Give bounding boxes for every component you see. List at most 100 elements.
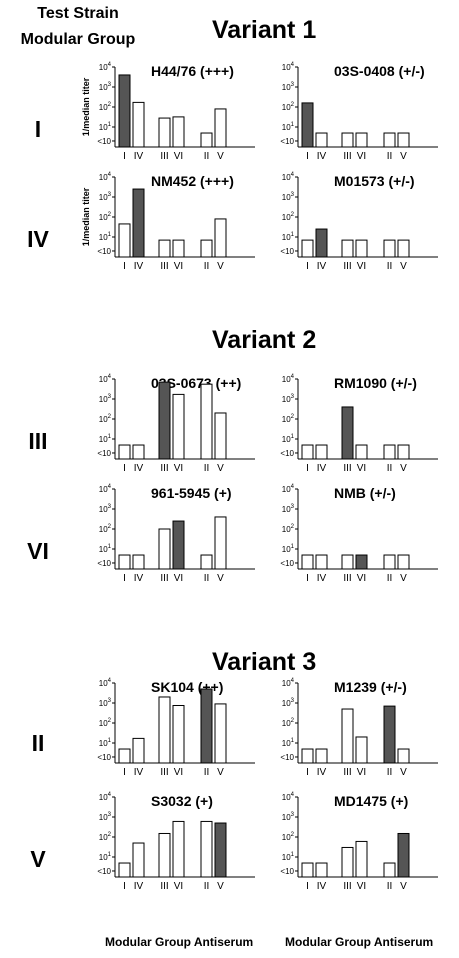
chart-title-8: SK104 (++): [151, 679, 223, 695]
bar-9-V: [397, 748, 410, 764]
y-tick-label-4-3: 101: [99, 434, 112, 444]
bar-4-V: [214, 412, 227, 460]
bar-3-III: [341, 239, 354, 258]
x-tick-label-5-III: III: [343, 463, 351, 474]
y-tick-label-6-3: 101: [99, 544, 112, 554]
x-tick-label-3-I: I: [306, 261, 309, 272]
y-tick-label-5-0: 104: [282, 374, 295, 384]
x-tick-label-2-IV: IV: [134, 261, 144, 272]
bar-7-V: [397, 554, 410, 570]
y-tick-label-11-1: 103: [282, 812, 295, 822]
bar-9-II: [383, 705, 396, 764]
x-tick-label-1-I: I: [306, 151, 309, 162]
y-tick-label-11-0: 104: [282, 792, 295, 802]
y-tick-label-4-1: 103: [99, 394, 112, 404]
chart-title-5: RM1090 (+/-): [334, 375, 417, 391]
x-tick-label-6-VI: VI: [174, 573, 183, 584]
y-tick-label-1-3: 101: [282, 122, 295, 132]
bar-11-I: [301, 862, 314, 878]
x-tick-label-10-V: V: [217, 881, 224, 892]
x-axis-title-left: Modular Group Antiserum: [105, 935, 254, 949]
bar-4-VI: [172, 393, 185, 460]
x-tick-label-4-II: II: [204, 463, 210, 474]
chart-title-11: MD1475 (+): [334, 793, 408, 809]
bar-5-VI: [355, 444, 368, 460]
chart-title-9: M1239 (+/-): [334, 679, 407, 695]
x-tick-label-0-VI: VI: [174, 151, 183, 162]
y-tick-label-1-0: 104: [282, 62, 295, 72]
x-tick-label-1-III: III: [343, 151, 351, 162]
x-tick-label-6-V: V: [217, 573, 224, 584]
bar-6-IV: [132, 554, 145, 570]
x-tick-label-4-I: I: [123, 463, 126, 474]
x-tick-label-11-IV: IV: [317, 881, 327, 892]
bar-3-VI: [355, 239, 368, 258]
bar-11-IV: [315, 862, 328, 878]
chart-title-4: 03S-0673 (++): [151, 375, 241, 391]
x-tick-label-9-IV: IV: [317, 767, 327, 778]
bar-0-VI: [172, 116, 185, 148]
bar-1-III: [341, 132, 354, 148]
bar-11-III: [341, 846, 354, 878]
bar-2-II: [200, 239, 213, 258]
y-tick-label-8-0: 104: [99, 678, 112, 688]
bar-10-VI: [172, 820, 185, 878]
y-tick-label-9-3: 101: [282, 738, 295, 748]
bar-10-IV: [132, 842, 145, 878]
bar-4-II: [200, 383, 213, 460]
x-tick-label-1-II: II: [387, 151, 393, 162]
y-tick-label-7-3: 101: [282, 544, 295, 554]
variant-2-title: Variant 2: [212, 326, 317, 354]
chart-title-1: 03S-0408 (+/-): [334, 63, 425, 79]
y-tick-label-7-0: 104: [282, 484, 295, 494]
bar-8-VI: [172, 704, 185, 764]
bar-2-III: [158, 239, 171, 258]
y-tick-label-3-2: 102: [282, 212, 295, 222]
bar-11-V: [397, 832, 410, 878]
x-tick-label-7-VI: VI: [357, 573, 366, 584]
row-label-iii: III: [28, 428, 48, 454]
y-tick-label-10-2: 102: [99, 832, 112, 842]
bar-10-III: [158, 832, 171, 878]
chart-title-2: NM452 (+++): [151, 173, 234, 189]
x-tick-label-4-VI: VI: [174, 463, 183, 474]
y-tick-label-0-2: 102: [99, 102, 112, 112]
bar-6-II: [200, 554, 213, 570]
y-tick-label-3-0: 104: [282, 172, 295, 182]
bar-1-VI: [355, 132, 368, 148]
bar-7-VI: [355, 554, 368, 570]
y-tick-label-0-1: 103: [99, 82, 112, 92]
x-tick-label-10-III: III: [160, 881, 168, 892]
row-label-ii: II: [31, 730, 45, 756]
y-tick-label-8-3: 101: [99, 738, 112, 748]
x-tick-label-8-II: II: [204, 767, 210, 778]
x-tick-label-3-II: II: [387, 261, 393, 272]
y-tick-label-11-3: 101: [282, 852, 295, 862]
y-tick-label-3-4: <10: [280, 247, 294, 256]
row-label-v: V: [30, 846, 46, 872]
y-tick-label-2-4: <10: [97, 247, 111, 256]
bar-8-IV: [132, 737, 145, 764]
bar-6-III: [158, 528, 171, 570]
bar-2-V: [214, 218, 227, 258]
y-tick-label-8-2: 102: [99, 718, 112, 728]
bar-9-IV: [315, 748, 328, 764]
x-tick-label-3-V: V: [400, 261, 407, 272]
x-tick-label-0-IV: IV: [134, 151, 144, 162]
x-tick-label-7-IV: IV: [317, 573, 327, 584]
x-tick-label-10-I: I: [123, 881, 126, 892]
x-tick-label-7-V: V: [400, 573, 407, 584]
x-tick-label-7-II: II: [387, 573, 393, 584]
x-tick-label-0-I: I: [123, 151, 126, 162]
y-tick-label-8-4: <10: [97, 753, 111, 762]
x-tick-label-0-II: II: [204, 151, 210, 162]
x-tick-label-7-III: III: [343, 573, 351, 584]
y-tick-label-10-3: 101: [99, 852, 112, 862]
bar-9-III: [341, 708, 354, 764]
x-tick-label-8-VI: VI: [174, 767, 183, 778]
y-tick-label-3-1: 103: [282, 192, 295, 202]
x-tick-label-5-VI: VI: [357, 463, 366, 474]
y-axis-title-0: 1/median titer: [81, 77, 91, 136]
x-tick-label-6-I: I: [123, 573, 126, 584]
x-tick-label-8-V: V: [217, 767, 224, 778]
